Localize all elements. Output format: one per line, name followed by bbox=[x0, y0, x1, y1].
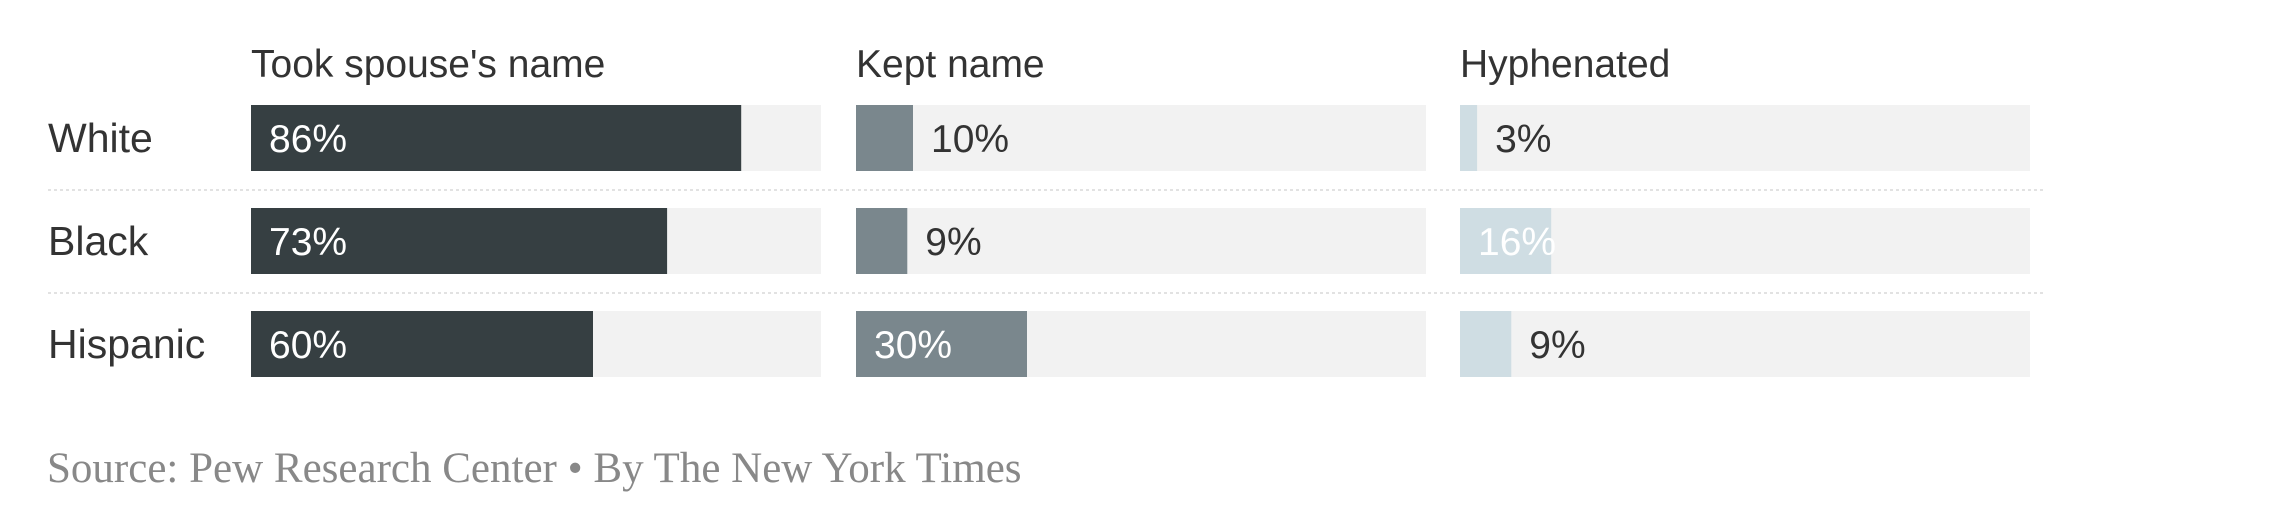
row-label-black: Black bbox=[48, 218, 149, 264]
bar-track bbox=[1460, 208, 2030, 274]
data-label: 60% bbox=[269, 324, 347, 367]
bar-kept-name-hispanic bbox=[856, 311, 1027, 377]
bar-hyphenated-white bbox=[1460, 105, 1478, 171]
data-label: 16% bbox=[1478, 221, 1556, 264]
data-label: 9% bbox=[925, 221, 981, 264]
data-label: 30% bbox=[874, 324, 952, 367]
bar-kept-name-white bbox=[856, 105, 913, 171]
data-label: 9% bbox=[1529, 324, 1585, 367]
bar-track bbox=[856, 105, 1426, 171]
data-label: 10% bbox=[931, 118, 1009, 161]
data-label: 86% bbox=[269, 118, 347, 161]
bar-track bbox=[856, 208, 1426, 274]
chart: Took spouse's name Kept name Hyphenated Whi… bbox=[48, 43, 2045, 377]
bar-track bbox=[1460, 105, 2030, 171]
bar-hyphenated-black bbox=[1460, 208, 1552, 274]
column-header-kept-name: Kept name bbox=[856, 43, 1045, 86]
column-header-hyphenated: Hyphenated bbox=[1460, 43, 1670, 86]
bar-hyphenated-hispanic bbox=[1460, 311, 1512, 377]
bar-kept-name-black bbox=[856, 208, 908, 274]
data-label: 73% bbox=[269, 221, 347, 264]
row-label-hispanic: Hispanic bbox=[48, 321, 205, 367]
bar-track bbox=[1460, 311, 2030, 377]
bar-took-spouse-s-name-hispanic bbox=[251, 311, 593, 377]
data-label: 3% bbox=[1495, 118, 1551, 161]
source-note: Source: Pew Research Center • By The New… bbox=[47, 445, 1022, 492]
column-header-took-spouse-s-name: Took spouse's name bbox=[251, 43, 605, 86]
row-label-white: White bbox=[48, 115, 153, 161]
bar-took-spouse-s-name-black bbox=[251, 208, 668, 274]
bar-took-spouse-s-name-white bbox=[251, 105, 742, 171]
